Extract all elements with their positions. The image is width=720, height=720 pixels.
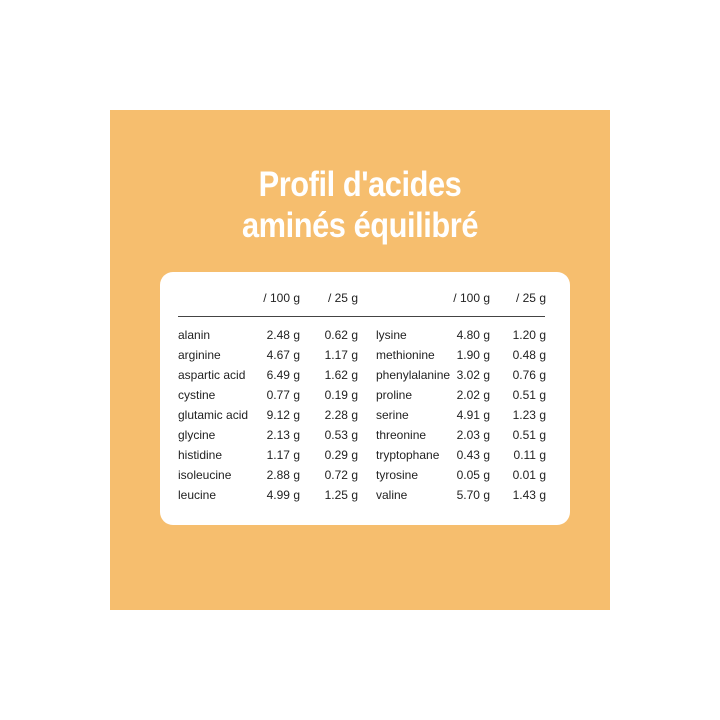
value-per-100g: 2.13 g (266, 428, 300, 442)
value-per-25g: 0.53 g (324, 428, 358, 442)
amino-acid-name: leucine (178, 488, 217, 502)
value-per-25g: 0.19 g (324, 388, 358, 402)
title-line-2: aminés équilibré (241, 206, 479, 245)
value-per-100g: 0.43 g (456, 448, 490, 462)
value-per-100g: 4.80 g (456, 328, 490, 342)
value-per-25g: 1.23 g (512, 408, 546, 422)
title-line-1: Profil d'acides (258, 165, 462, 204)
value-per-25g: 0.51 g (512, 388, 546, 402)
value-per-100g: 2.48 g (266, 328, 300, 342)
amino-acid-name: lysine (376, 328, 407, 342)
value-per-25g: 1.62 g (324, 368, 358, 382)
value-per-100g: 2.88 g (266, 468, 300, 482)
amino-acid-name: valine (376, 488, 408, 502)
header-per-25g-right: / 25 g (515, 291, 546, 305)
amino-acid-name: glutamic acid (178, 408, 249, 422)
header-per-100g-left: / 100 g (263, 291, 300, 305)
amino-acid-name: isoleucine (178, 468, 232, 482)
value-per-100g: 0.77 g (266, 388, 300, 402)
value-per-25g: 0.72 g (324, 468, 358, 482)
header-per-100g-right: / 100 g (453, 291, 490, 305)
value-per-100g: 2.03 g (456, 428, 490, 442)
amino-acid-name: arginine (178, 348, 221, 362)
value-per-100g: 3.02 g (456, 368, 490, 382)
amino-acid-name: methionine (376, 348, 435, 362)
value-per-25g: 0.01 g (512, 468, 546, 482)
header-divider (178, 316, 545, 317)
value-per-25g: 2.28 g (324, 408, 358, 422)
value-per-100g: 5.70 g (456, 488, 490, 502)
amino-acid-name: glycine (178, 428, 216, 442)
amino-acid-name: proline (376, 388, 413, 402)
value-per-100g: 1.17 g (266, 448, 300, 462)
amino-acid-name: threonine (376, 428, 427, 442)
value-per-25g: 0.29 g (324, 448, 358, 462)
value-per-25g: 0.76 g (512, 368, 546, 382)
amino-acid-name: tryptophane (376, 448, 440, 462)
value-per-100g: 6.49 g (266, 368, 300, 382)
value-per-25g: 0.51 g (512, 428, 546, 442)
header-per-25g-left: / 25 g (327, 291, 358, 305)
value-per-25g: 1.17 g (324, 348, 358, 362)
value-per-100g: 4.91 g (456, 408, 490, 422)
amino-acid-name: serine (376, 408, 409, 422)
amino-acid-name: cystine (178, 388, 216, 402)
value-per-100g: 2.02 g (456, 388, 490, 402)
amino-acid-name: aspartic acid (178, 368, 246, 382)
value-per-25g: 1.20 g (512, 328, 546, 342)
amino-acid-name: alanin (178, 328, 211, 342)
amino-acid-table-card (160, 272, 570, 525)
page-title: Profil d'acides aminés équilibré (110, 164, 610, 246)
amino-acid-name: tyrosine (376, 468, 419, 482)
value-per-100g: 0.05 g (456, 468, 490, 482)
amino-acid-name: phenylalanine (376, 368, 451, 382)
value-per-100g: 4.99 g (266, 488, 300, 502)
value-per-25g: 1.25 g (324, 488, 358, 502)
value-per-25g: 0.62 g (324, 328, 358, 342)
amino-acid-name: histidine (178, 448, 223, 462)
value-per-100g: 1.90 g (456, 348, 490, 362)
value-per-25g: 1.43 g (512, 488, 546, 502)
value-per-25g: 0.48 g (512, 348, 546, 362)
value-per-100g: 4.67 g (266, 348, 300, 362)
value-per-100g: 9.12 g (266, 408, 300, 422)
value-per-25g: 0.11 g (513, 448, 546, 462)
